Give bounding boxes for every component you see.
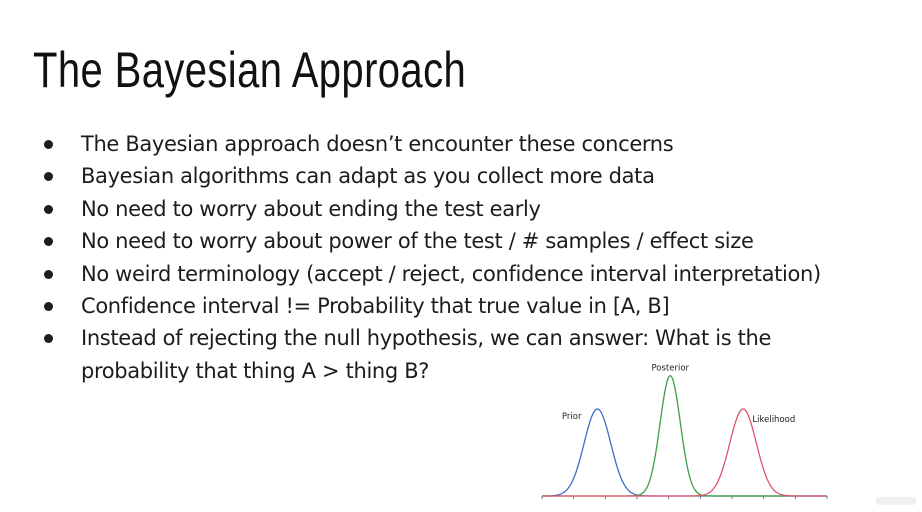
series-label-posterior: Posterior	[651, 364, 689, 374]
bullet-list: The Bayesian approach doesn’t encounter …	[44, 128, 904, 387]
bullet-item: The Bayesian approach doesn’t encounter …	[44, 128, 904, 160]
series-line-likelihood	[542, 408, 827, 497]
slide-title: The Bayesian Approach	[33, 42, 467, 98]
series-label-prior: Prior	[562, 412, 582, 422]
bullet-dot	[44, 204, 53, 214]
corner-watermark	[876, 497, 916, 505]
bullet-text: The Bayesian approach doesn’t encounter …	[81, 132, 674, 156]
bullet-item: No weird terminology (accept / reject, c…	[44, 258, 904, 290]
bullet-dot	[44, 302, 53, 312]
bullet-dot	[44, 140, 53, 149]
bullet-item: No need to worry about ending the test e…	[44, 193, 904, 225]
bullet-item: Bayesian algorithms can adapt as you col…	[44, 160, 904, 192]
bullet-text: No weird terminology (accept / reject, c…	[81, 261, 821, 286]
bullet-item: Instead of rejecting the null hypothesis…	[44, 322, 904, 387]
bullet-text: Bayesian algorithms can adapt as you col…	[81, 164, 655, 189]
bullet-text: Instead of rejecting the null hypothesis…	[81, 326, 772, 383]
bullet-text: Confidence interval != Probability that …	[81, 294, 670, 319]
distribution-chart: Prior Posterior Likelihood	[541, 364, 828, 499]
bullet-dot	[44, 172, 53, 182]
bullet-item: No need to worry about power of the test…	[44, 225, 904, 257]
bullet-dot	[44, 237, 53, 247]
bullet-dot	[44, 334, 53, 344]
bullet-item: Confidence interval != Probability that …	[44, 290, 904, 322]
bullet-text: No need to worry about ending the test e…	[81, 196, 541, 221]
bullet-text: No need to worry about power of the test…	[81, 229, 754, 254]
series-label-likelihood: Likelihood	[752, 415, 795, 425]
bullet-dot	[44, 269, 53, 279]
series-line-posterior	[542, 375, 827, 497]
